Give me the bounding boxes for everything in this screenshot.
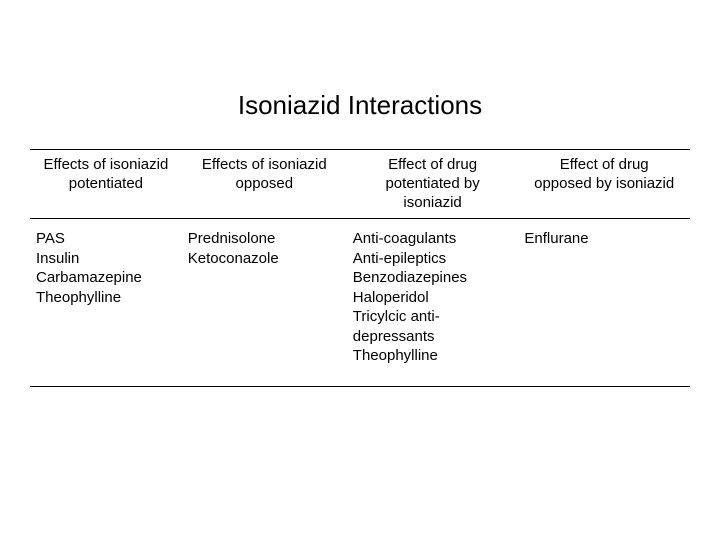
slide-container: Isoniazid Interactions Effects of isonia… [0,0,720,387]
column-body-opposed: Prednisolone Ketoconazole [182,229,347,366]
column-header-drug-potentiated: Effect of drugpotentiated byisoniazid [347,156,519,212]
column-body-potentiated: PAS Insulin Carbamazepine Theophylline [30,229,182,366]
list-item: Carbamazepine [36,268,176,288]
list-item: Anti-epileptics [353,249,513,269]
column-header-opposed: Effects of isoniazidopposed [182,156,347,212]
column-body-drug-opposed: Enflurane [518,229,690,366]
list-item: Anti-coagulants [353,229,513,249]
column-header-potentiated: Effects of isoniazidpotentiated [30,156,182,212]
slide-title: Isoniazid Interactions [30,90,690,121]
table-header-row: Effects of isoniazidpotentiated Effects … [30,149,690,219]
interactions-table: Effects of isoniazidpotentiated Effects … [30,149,690,387]
column-body-drug-potentiated: Anti-coagulants Anti-epileptics Benzodia… [347,229,519,366]
table-body-row: PAS Insulin Carbamazepine Theophylline P… [30,219,690,387]
list-item: Insulin [36,249,176,269]
column-header-drug-opposed: Effect of drugopposed by isoniazid [518,156,690,212]
list-item: Enflurane [524,229,684,249]
list-item: Theophylline [353,346,513,366]
list-item: Theophylline [36,288,176,308]
list-item: Haloperidol [353,288,513,308]
list-item: Ketoconazole [188,249,341,269]
list-item: Benzodiazepines [353,268,513,288]
list-item: Tricylcic anti-depressants [353,307,513,346]
list-item: PAS [36,229,176,249]
list-item: Prednisolone [188,229,341,249]
